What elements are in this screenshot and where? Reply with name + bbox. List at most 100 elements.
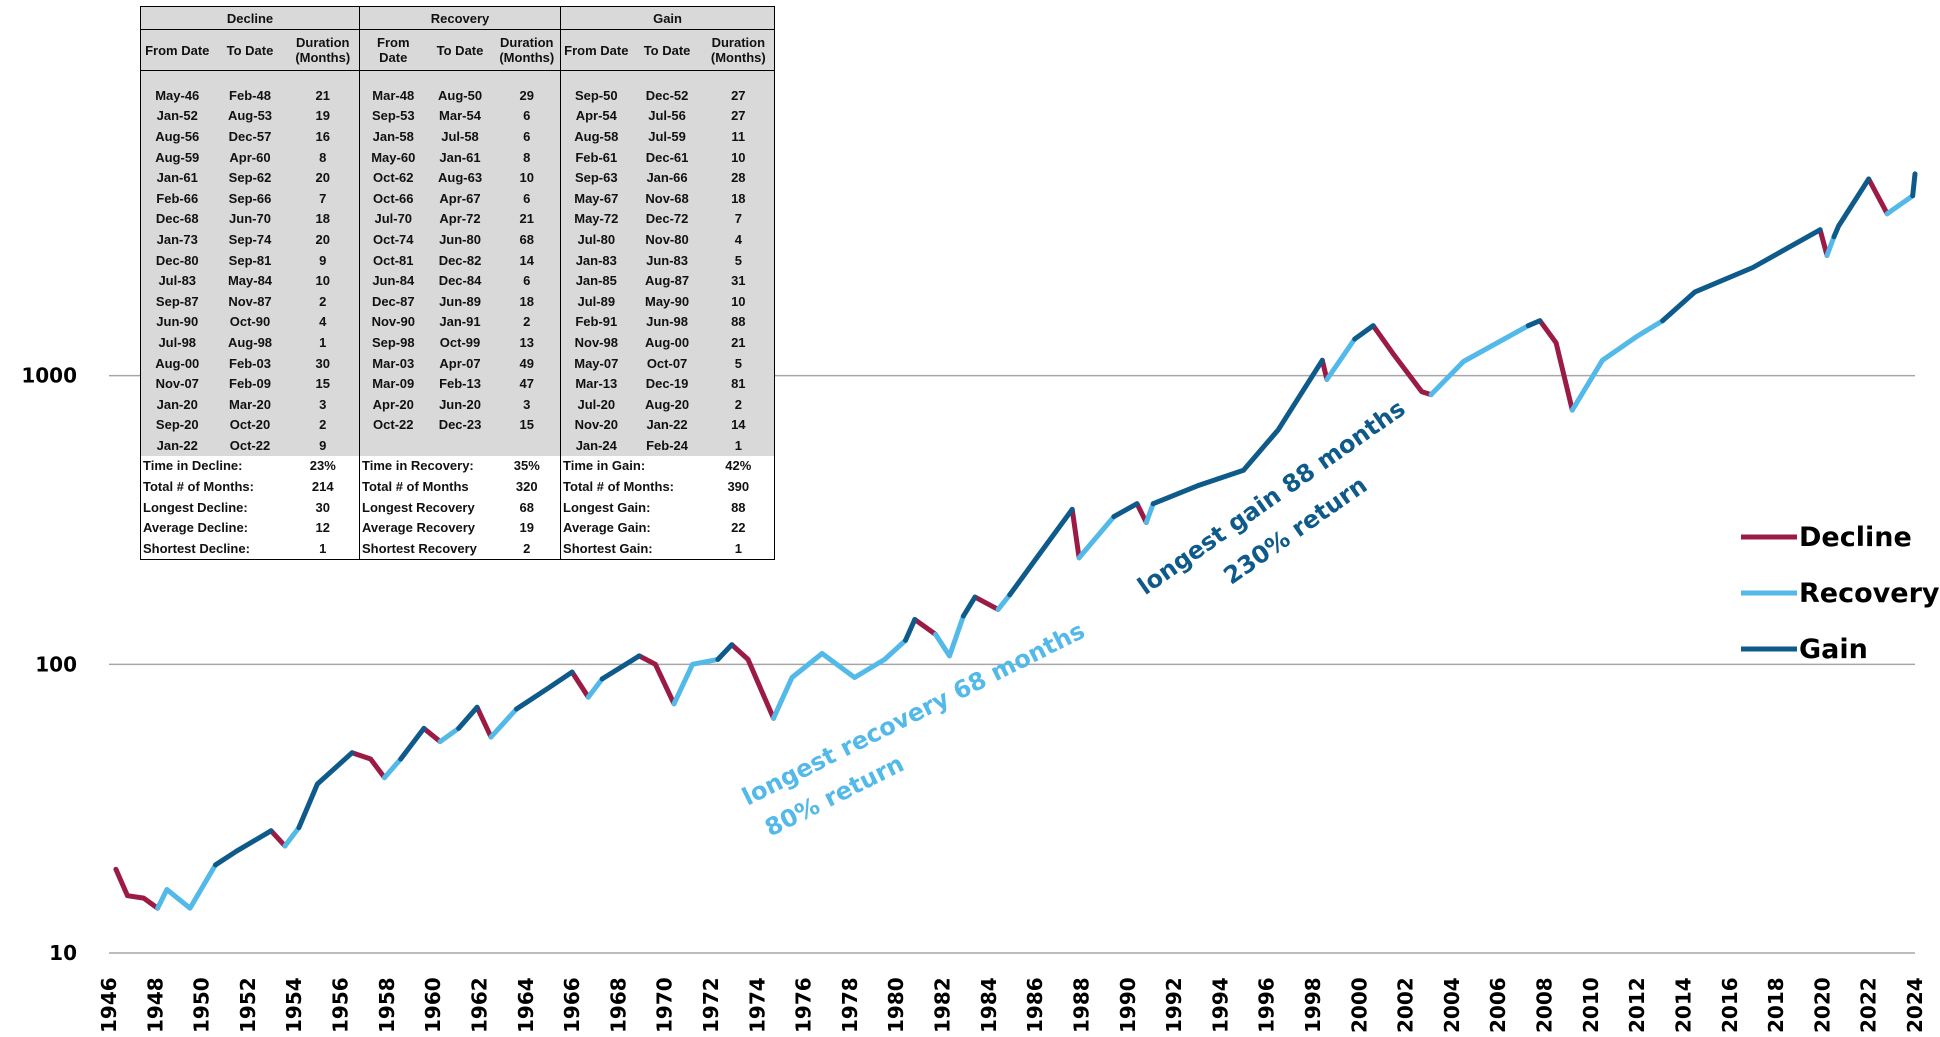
table-row: Sep-20 Oct-20 2 Oct-22 Dec-23 15 Nov-20 Jan-22 1… — [140, 414, 775, 436]
table-cell: 14 — [493, 249, 561, 271]
table-cell: Jun-80 — [426, 229, 494, 250]
table-cell: Jan-66 — [631, 167, 703, 188]
table-cell: Dec-23 — [426, 414, 494, 436]
x-tick-label: 1950 — [190, 977, 214, 1033]
table-cell: 10 — [702, 290, 775, 312]
column-header: Duration (Months) — [702, 29, 775, 71]
stat-value: 30 — [315, 499, 330, 515]
table-cell: Sep-74 — [213, 229, 287, 250]
table-cell: Jun-83 — [631, 249, 703, 271]
stat-value: 1 — [734, 540, 742, 556]
table-cell: Jan-83 — [560, 249, 632, 271]
table-cell: 30 — [286, 352, 360, 374]
table-cell: Dec-68 — [140, 208, 214, 230]
table-cell: 16 — [286, 126, 360, 147]
stat-label: Longest Gain: — [560, 496, 703, 518]
table-cell: Oct-22 — [359, 414, 427, 436]
table-cell: Sep-63 — [560, 167, 632, 188]
table-cell: Oct-99 — [426, 332, 494, 353]
stat-label: Total # of Months: — [143, 479, 254, 495]
table-cell: Jun-90 — [140, 311, 214, 333]
group-header: Recovery — [359, 6, 561, 30]
table-cell: Apr-54 — [560, 105, 632, 127]
table-cell: Feb-24 — [631, 435, 703, 456]
x-tick-label: 2012 — [1625, 977, 1649, 1033]
y-tick-label: 1000 — [21, 364, 77, 388]
x-tick-label: 1974 — [745, 977, 769, 1033]
x-tick-label: 1972 — [699, 977, 723, 1033]
spacer-cell — [140, 70, 214, 85]
table-cell: Jun-98 — [631, 311, 703, 333]
table-cell: 18 — [702, 187, 775, 209]
table-cell: 6 — [493, 187, 561, 209]
table-cell: 1 — [286, 332, 360, 353]
table-cell: Jul-20 — [560, 393, 632, 415]
x-tick-label: 2022 — [1857, 977, 1881, 1033]
stat-label: Average Gain: — [560, 517, 703, 539]
x-tick-label: 2002 — [1394, 977, 1418, 1033]
table-cell: Aug-63 — [426, 167, 494, 188]
x-tick-label: 2024 — [1903, 977, 1927, 1033]
column-row: From Date To Date Duration (Months) From Da… — [140, 29, 775, 71]
table-cell — [359, 435, 427, 456]
series-line — [155, 193, 1916, 911]
stat-value: 390 — [727, 479, 750, 495]
stat-label: Total # of Months — [359, 476, 494, 497]
table-cell: May-07 — [560, 352, 632, 374]
stat-value: 23% — [309, 458, 336, 474]
table-cell: Jun-20 — [426, 393, 494, 415]
table-cell: Oct-81 — [359, 249, 427, 271]
table-cell: 4 — [286, 311, 360, 333]
table-cell: Mar-03 — [359, 352, 427, 374]
column-header: Duration (Months) — [286, 29, 360, 71]
table-cell: Jan-22 — [140, 435, 214, 456]
table-cell: 10 — [702, 146, 775, 168]
table-cell: Apr-07 — [426, 352, 494, 374]
table-cell: 88 — [702, 311, 775, 333]
x-tick-label: 1980 — [884, 977, 908, 1033]
stat-label: Longest Recovery — [359, 496, 494, 518]
table-cell: 4 — [702, 229, 775, 250]
column-header: From Date — [359, 29, 427, 71]
table-cell: 10 — [286, 270, 360, 291]
table-row: May-46 Feb-48 21 Mar-48 Aug-50 29 Sep-50 Dec-52… — [140, 85, 775, 106]
stat-label: Average Decline: — [143, 520, 249, 536]
table-cell: 10 — [493, 167, 561, 188]
stat-value: 22 — [731, 520, 746, 536]
spacer-row — [140, 70, 775, 85]
table-cell: 81 — [702, 373, 775, 394]
table-row: Sep-87 Nov-87 2 Dec-87 Jun-89 18 Jul-89 May-90 1… — [140, 290, 775, 312]
x-tick-label: 2010 — [1579, 977, 1603, 1033]
stats-row: Shortest Decline: 1 Shortest Recovery 2 Shor… — [141, 538, 775, 560]
table-cell: Oct-90 — [213, 311, 287, 333]
stat-value: 88 — [731, 499, 746, 515]
table-cell: Apr-20 — [359, 393, 427, 415]
table-cell: 18 — [493, 290, 561, 312]
table-cell: 9 — [286, 249, 360, 271]
x-tick-label: 2016 — [1718, 977, 1742, 1033]
table-cell: Dec-57 — [213, 126, 287, 147]
table-cell: 5 — [702, 352, 775, 374]
x-tick-label: 1966 — [560, 977, 584, 1033]
table-cell: Aug-00 — [140, 352, 214, 374]
stat-label: Time in Decline: — [143, 458, 243, 474]
x-tick-label: 1994 — [1208, 977, 1232, 1033]
table-cell: 21 — [702, 332, 775, 353]
x-tick-label: 2008 — [1533, 977, 1557, 1033]
x-tick-label: 1978 — [838, 977, 862, 1033]
table-cell: Aug-00 — [631, 332, 703, 353]
table-cell: 2 — [702, 393, 775, 415]
table-row: Jul-83 May-84 10 Jun-84 Dec-84 6 Jan-85 Aug-87 3… — [140, 270, 775, 291]
table-row: Dec-68 Jun-70 18 Jul-70 Apr-72 21 May-72 Dec-72… — [140, 208, 775, 230]
table-cell: Nov-20 — [560, 414, 632, 436]
table-cell: Jul-89 — [560, 290, 632, 312]
table-cell: 3 — [493, 393, 561, 415]
stat-value: 35% — [513, 458, 540, 474]
y-tick-label: 10 — [49, 941, 77, 965]
table-cell: Aug-59 — [140, 146, 214, 168]
stat-label: Shortest Decline: — [143, 540, 250, 556]
table-cell: Feb-61 — [560, 146, 632, 168]
table-cell: Jul-56 — [631, 105, 703, 127]
x-tick-label: 1976 — [792, 977, 816, 1033]
stat-value: 2 — [523, 540, 531, 556]
